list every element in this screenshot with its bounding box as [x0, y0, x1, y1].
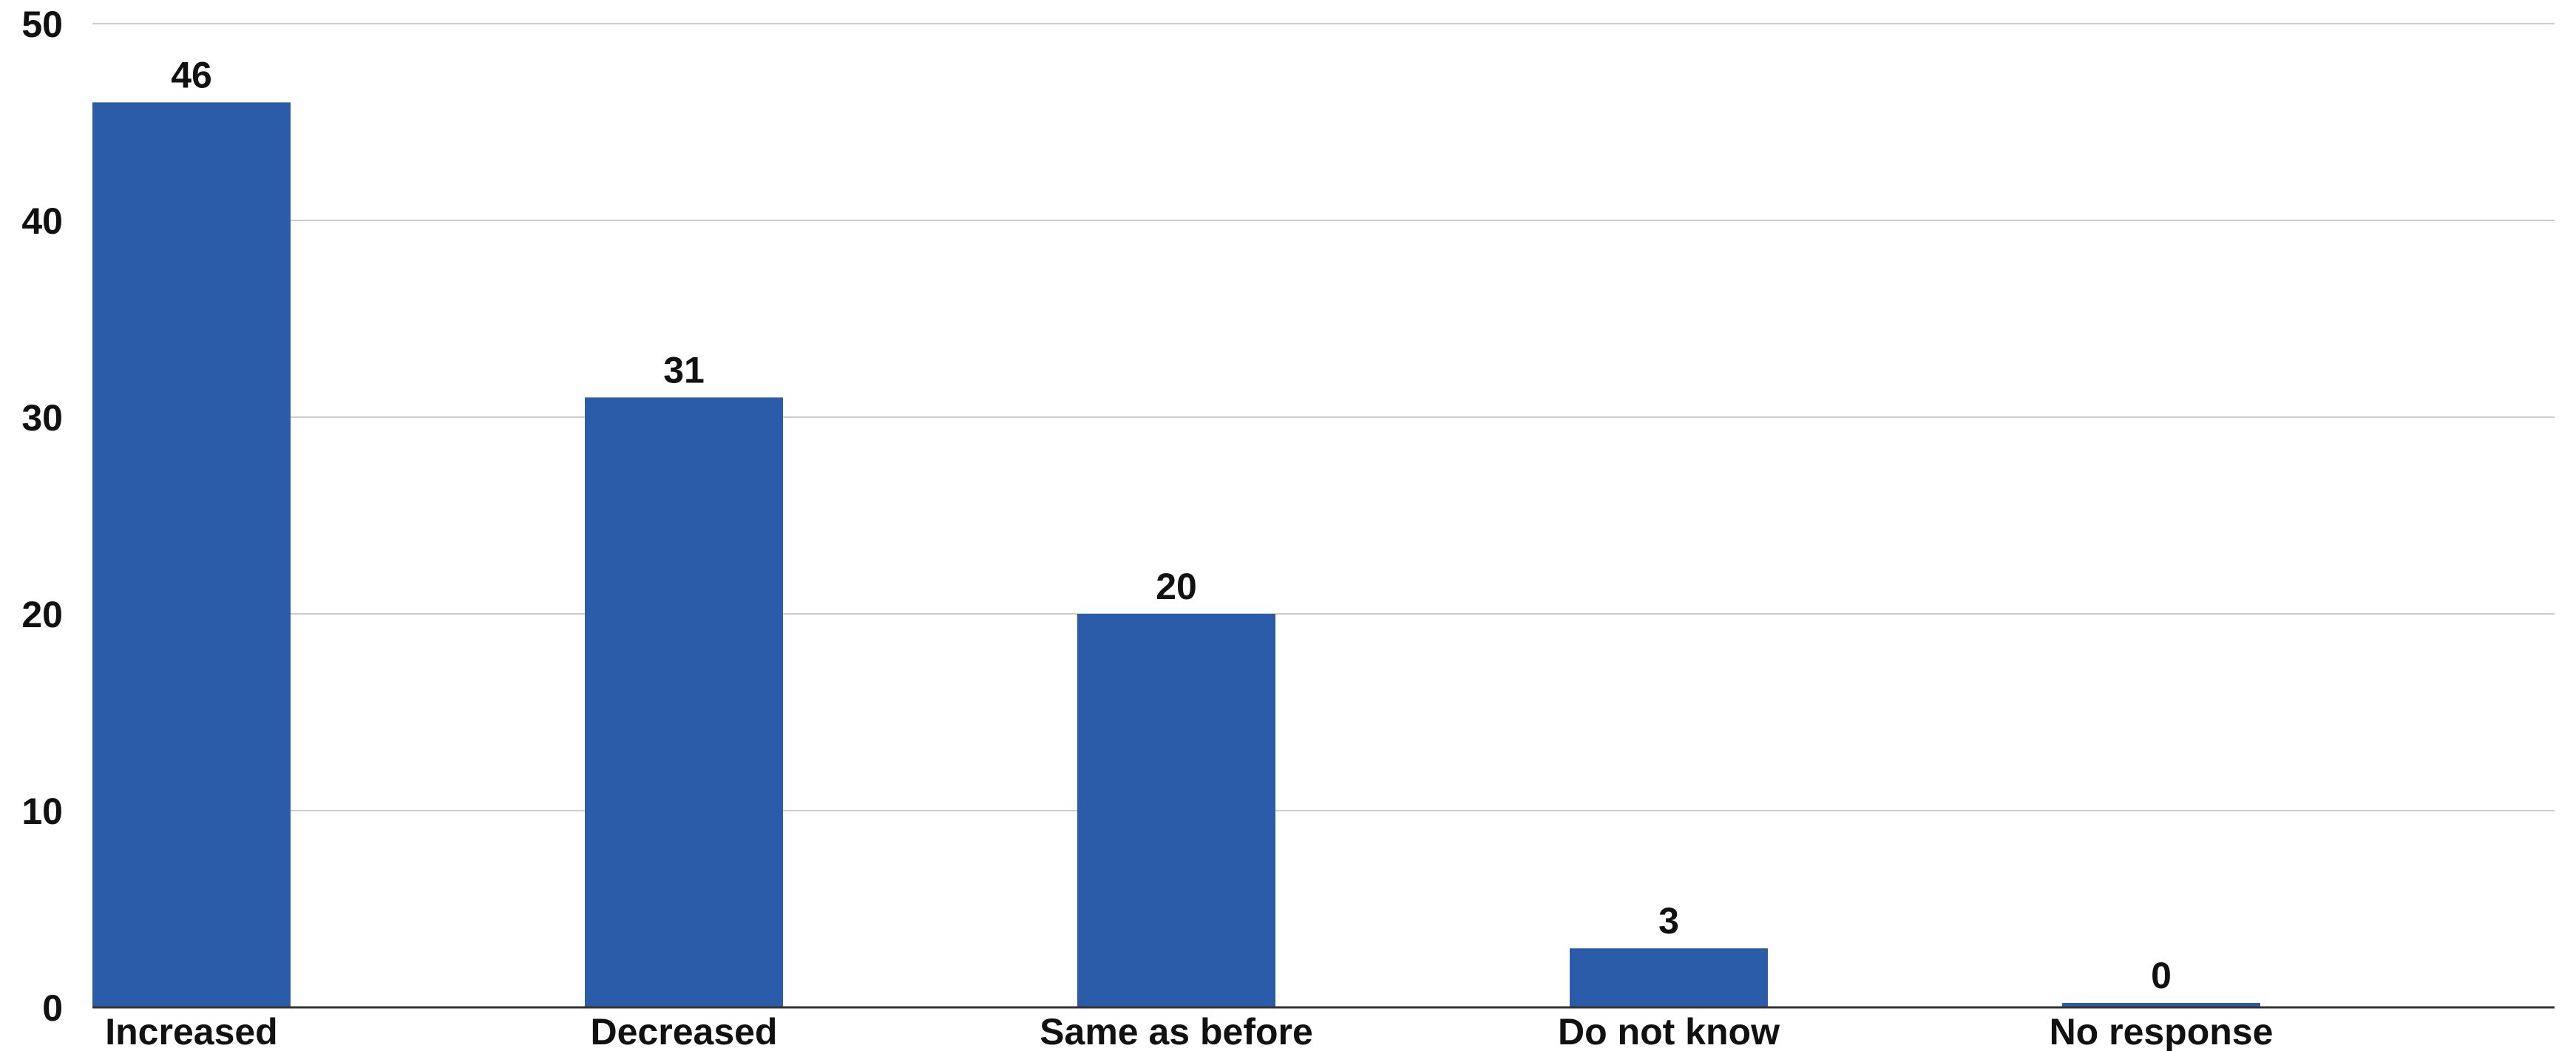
y-tick-label: 30	[21, 397, 63, 439]
bar	[1570, 948, 1768, 1007]
x-axis-category-labels: Increased Decreased Same as before Do not k…	[105, 1011, 2273, 1051]
y-tick-label: 10	[21, 791, 63, 832]
y-tick-label: 0	[42, 987, 63, 1029]
x-category-label: No response	[2050, 1011, 2274, 1051]
x-category-label: Same as before	[1040, 1011, 1313, 1051]
bar-value-label: 31	[663, 349, 705, 391]
bars	[92, 102, 2260, 1007]
x-category-label: Increased	[105, 1011, 277, 1051]
bar	[585, 397, 783, 1007]
bar-value-label: 46	[171, 54, 212, 95]
y-tick-label: 40	[21, 200, 63, 242]
bar-value-label: 3	[1658, 900, 1679, 942]
bar	[1077, 614, 1275, 1007]
y-axis-ticks: 0 10 20 30 40 50	[21, 4, 63, 1029]
bar-value-labels: 46 31 20 3 0	[171, 54, 2172, 996]
x-category-label: Decreased	[591, 1011, 778, 1051]
y-tick-label: 20	[21, 594, 63, 635]
bar-value-label: 0	[2151, 955, 2172, 996]
x-category-label: Do not know	[1558, 1011, 1780, 1051]
bar-value-label: 20	[1156, 566, 1197, 607]
gridlines	[92, 23, 2555, 811]
y-tick-label: 50	[21, 4, 63, 45]
bar	[2062, 1003, 2260, 1007]
bar	[92, 102, 291, 1007]
